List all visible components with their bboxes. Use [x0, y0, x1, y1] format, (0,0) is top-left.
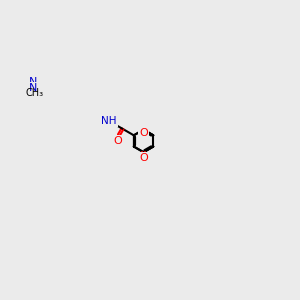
Text: N: N	[29, 77, 37, 87]
Text: CH₃: CH₃	[26, 88, 44, 98]
Text: O: O	[139, 153, 148, 163]
Text: O: O	[114, 136, 122, 146]
Text: NH: NH	[101, 116, 117, 126]
Text: N: N	[29, 83, 37, 93]
Text: O: O	[140, 128, 148, 138]
